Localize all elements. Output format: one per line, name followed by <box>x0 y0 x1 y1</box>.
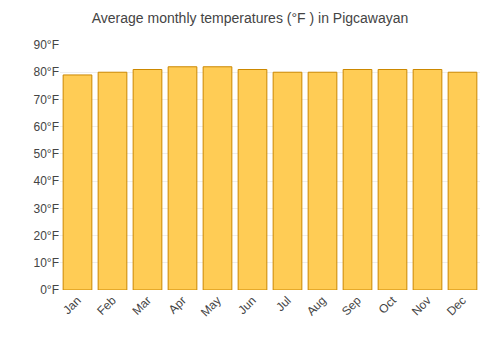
svg-text:Mar: Mar <box>129 293 154 318</box>
svg-text:80°F: 80°F <box>34 65 59 79</box>
svg-text:40°F: 40°F <box>34 174 59 188</box>
svg-text:30°F: 30°F <box>34 202 59 216</box>
svg-text:Dec: Dec <box>444 293 469 318</box>
svg-text:Feb: Feb <box>94 293 119 318</box>
svg-text:Jan: Jan <box>60 293 84 317</box>
svg-text:Average monthly temperatures (: Average monthly temperatures (°F ) in Pi… <box>92 10 409 26</box>
svg-text:Apr: Apr <box>166 293 189 316</box>
svg-text:60°F: 60°F <box>34 120 59 134</box>
svg-text:Jul: Jul <box>273 293 294 314</box>
svg-text:Sep: Sep <box>339 293 364 318</box>
svg-text:Oct: Oct <box>376 293 400 317</box>
svg-text:10°F: 10°F <box>34 256 59 270</box>
svg-text:90°F: 90°F <box>34 38 59 52</box>
svg-text:20°F: 20°F <box>34 229 59 243</box>
svg-text:May: May <box>198 293 224 319</box>
svg-text:Aug: Aug <box>304 293 329 318</box>
svg-text:50°F: 50°F <box>34 147 59 161</box>
svg-text:Jun: Jun <box>235 293 259 317</box>
svg-text:0°F: 0°F <box>40 283 59 297</box>
svg-text:Nov: Nov <box>409 293 434 318</box>
svg-text:70°F: 70°F <box>34 93 59 107</box>
